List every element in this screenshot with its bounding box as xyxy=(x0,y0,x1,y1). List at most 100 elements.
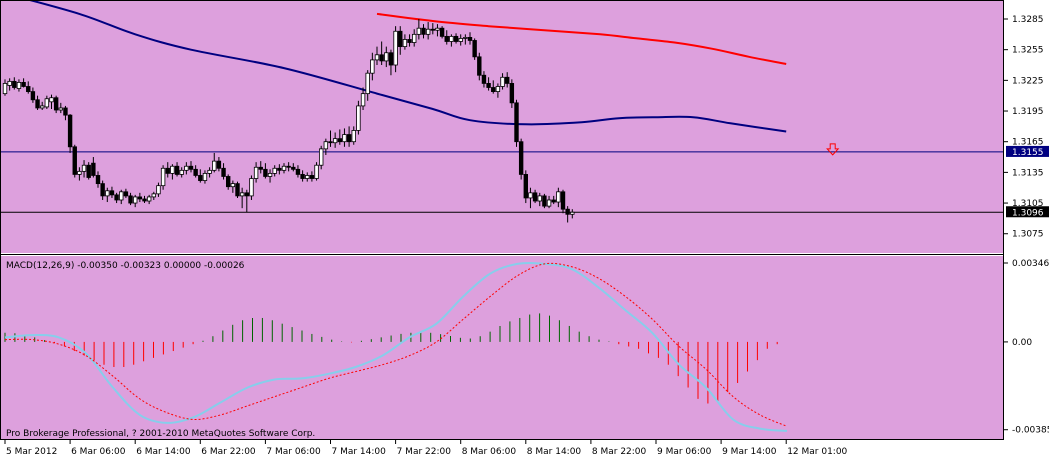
candle-body xyxy=(491,87,496,92)
candlestick xyxy=(374,46,380,66)
candlestick xyxy=(267,169,273,183)
candlestick xyxy=(509,79,515,108)
candlestick xyxy=(444,30,449,45)
candlestick xyxy=(402,34,408,50)
macd-panel[interactable] xyxy=(0,256,1004,440)
candle-body xyxy=(560,191,566,210)
candle-body xyxy=(267,173,273,177)
macd-indicator-label: MACD(12,26,9) -0.00350 -0.00323 0.00000 … xyxy=(6,261,245,271)
candle-body xyxy=(142,198,147,202)
candlestick xyxy=(16,79,22,92)
candlestick xyxy=(379,41,384,66)
candle-body xyxy=(225,176,231,188)
candle-body xyxy=(105,190,110,197)
fast-moving-average-line xyxy=(25,0,787,133)
candle-body xyxy=(263,168,268,177)
candle-body xyxy=(356,105,361,131)
candlestick xyxy=(12,77,17,90)
horizontal-lines xyxy=(0,151,1004,213)
candlestick xyxy=(100,180,105,200)
candlestick xyxy=(221,163,226,180)
macd-lines xyxy=(4,261,788,432)
candlestick xyxy=(142,195,147,204)
candle-body xyxy=(295,168,301,175)
candle-body xyxy=(230,183,236,188)
price-chart-panel[interactable] xyxy=(0,0,1004,253)
candle-body xyxy=(444,35,449,42)
candlestick xyxy=(119,189,124,205)
candle-body xyxy=(249,178,254,197)
candlestick xyxy=(491,80,496,94)
candlestick xyxy=(523,170,528,204)
candle-body xyxy=(486,83,491,88)
time-tick-label: 6 Mar 06:00 xyxy=(71,447,126,457)
candle-body xyxy=(207,169,212,174)
candlestick xyxy=(393,26,398,73)
price-tick-label: 1.3075 xyxy=(1012,230,1044,240)
time-tick-label: 6 Mar 22:00 xyxy=(201,447,256,457)
candlestick xyxy=(551,195,556,205)
candlestick xyxy=(156,182,161,197)
time-tick-label: 8 Mar 22:00 xyxy=(592,447,647,457)
candlestick xyxy=(342,128,347,147)
candle-body xyxy=(556,191,561,203)
candlestick xyxy=(193,165,198,178)
candlestick xyxy=(49,94,54,109)
candlestick xyxy=(67,114,73,153)
price-tick-label: 1.3255 xyxy=(1012,46,1044,56)
candle-body xyxy=(393,30,398,66)
candle-body xyxy=(458,38,463,42)
sell-arrow-signal[interactable] xyxy=(826,143,840,156)
candle-body xyxy=(532,192,538,202)
time-tick-label: 7 Mar 14:00 xyxy=(332,447,387,457)
candle-body xyxy=(337,138,342,143)
macd-tick-label: -0.00385 xyxy=(1012,426,1049,436)
candle-body xyxy=(202,173,208,181)
candle-body xyxy=(72,146,77,175)
candle-body xyxy=(309,175,315,179)
candlestick xyxy=(472,38,477,60)
candlestick xyxy=(244,189,249,213)
candle-body xyxy=(300,174,305,179)
candle-body xyxy=(323,141,329,150)
candle-body xyxy=(537,195,542,202)
candlestick xyxy=(95,171,101,188)
candlestick xyxy=(7,78,12,91)
candle-body xyxy=(328,141,333,144)
candlestick xyxy=(300,170,305,182)
moving-averages xyxy=(25,0,787,133)
candle-body xyxy=(114,194,119,201)
candlestick xyxy=(258,161,263,174)
candlestick xyxy=(537,192,542,207)
candlestick xyxy=(398,26,403,55)
candle-body xyxy=(477,56,482,76)
candlestick xyxy=(467,32,473,45)
candle-body xyxy=(193,168,198,176)
candlestick xyxy=(165,162,170,178)
candlestick xyxy=(556,187,561,208)
candle-body xyxy=(481,74,487,84)
candle-body xyxy=(95,175,101,185)
candle-body xyxy=(286,165,291,168)
candle-body xyxy=(528,192,533,199)
time-tick-label: 8 Mar 14:00 xyxy=(527,447,582,457)
macd-tick-label: 0.00346 xyxy=(1012,259,1049,269)
candlestick xyxy=(137,192,143,203)
candle-body xyxy=(546,199,552,207)
candle-body xyxy=(398,30,403,48)
candle-body xyxy=(495,86,501,92)
level-price-badge-bg xyxy=(1006,145,1049,157)
candlestick xyxy=(202,170,208,184)
candle-body xyxy=(342,134,347,143)
candlestick xyxy=(198,169,203,183)
level-price-badge: 1.3155 xyxy=(1006,145,1049,158)
time-tick-label: 8 Mar 06:00 xyxy=(462,447,517,457)
candle-body xyxy=(384,52,389,62)
candle-body xyxy=(467,37,473,41)
candle-body xyxy=(370,59,375,74)
candle-body xyxy=(332,138,338,144)
candlestick xyxy=(230,180,236,193)
candle-body xyxy=(40,105,45,109)
candlestick xyxy=(486,77,491,91)
candle-body xyxy=(100,183,105,197)
